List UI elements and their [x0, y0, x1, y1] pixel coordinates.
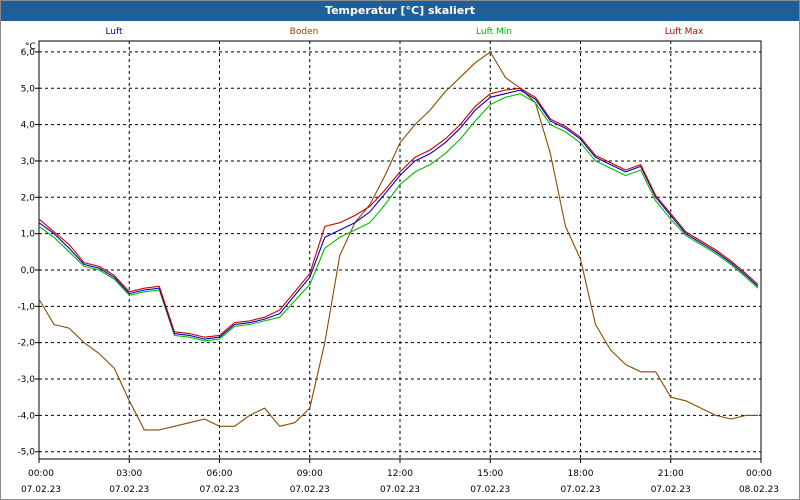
- legend-item-luft: Luft: [105, 27, 123, 37]
- series-lines: [38, 51, 759, 431]
- legend-item-boden: Boden: [290, 27, 319, 37]
- x-tick-date-label: 07.02.23: [470, 485, 510, 495]
- x-tick-time-label: 06:00: [207, 469, 233, 479]
- series-line-luft: [38, 89, 759, 340]
- x-tick-date-label: 08.02.23: [739, 485, 779, 495]
- y-tick-label: -1,0: [17, 302, 35, 312]
- legend-item-luft-max: Luft Max: [665, 27, 704, 37]
- y-axis-ticks: -5,0 -4,0 -3,0 -2,0 -1,0 0,0 1,0 2,0 3,0 4,0 5,0 6,…: [17, 48, 39, 458]
- y-tick-label: 5,0: [21, 84, 36, 94]
- y-tick-label: 3,0: [21, 157, 36, 167]
- x-tick-time-label: 03:00: [116, 469, 142, 479]
- x-tick-date-label: 07.02.23: [21, 485, 61, 495]
- x-tick-time-label: 00:00: [746, 469, 772, 479]
- series-line-boden: [38, 51, 758, 431]
- x-tick-time-label: 18:00: [568, 469, 594, 479]
- x-tick-time-label: 15:00: [477, 469, 503, 479]
- x-tick-time-label: 09:00: [297, 469, 323, 479]
- legend-item-luft-min: Luft Min: [476, 27, 512, 37]
- x-tick-time-label: 21:00: [658, 469, 684, 479]
- y-tick-label: 1,0: [21, 230, 36, 240]
- y-tick-label: 0,0: [21, 266, 36, 276]
- y-tick-label: 2,0: [21, 193, 36, 203]
- y-tick-label: -2,0: [17, 339, 35, 349]
- x-tick-time-label: 12:00: [387, 469, 413, 479]
- legend: Luft Boden Luft Min Luft Max: [105, 27, 704, 37]
- y-tick-label: 6,0: [21, 48, 36, 58]
- y-tick-label: -3,0: [17, 375, 35, 385]
- x-tick-time-label: 00:00: [28, 469, 54, 479]
- x-tick-date-label: 07.02.23: [651, 485, 691, 495]
- y-tick-label: 4,0: [21, 121, 36, 131]
- grid-lines: [38, 41, 762, 459]
- y-tick-label: -4,0: [17, 411, 35, 421]
- x-tick-date-label: 07.02.23: [109, 485, 149, 495]
- chart-title: Temperatur [°C] skaliert: [325, 4, 475, 17]
- x-tick-date-label: 07.02.23: [290, 485, 330, 495]
- chart-title-bar: Temperatur [°C] skaliert: [1, 1, 799, 21]
- y-axis-unit: °C: [25, 42, 36, 52]
- y-tick-label: -5,0: [17, 448, 35, 458]
- x-tick-date-label: 07.02.23: [560, 485, 600, 495]
- series-line-luft-min: [38, 93, 759, 342]
- x-axis-ticks: 00:00 07.02.23 03:00 07.02.23 06:00 07.02.23 0…: [21, 459, 779, 495]
- x-tick-date-label: 07.02.23: [380, 485, 420, 495]
- series-line-luft-max: [38, 87, 759, 338]
- x-tick-date-label: 07.02.23: [199, 485, 239, 495]
